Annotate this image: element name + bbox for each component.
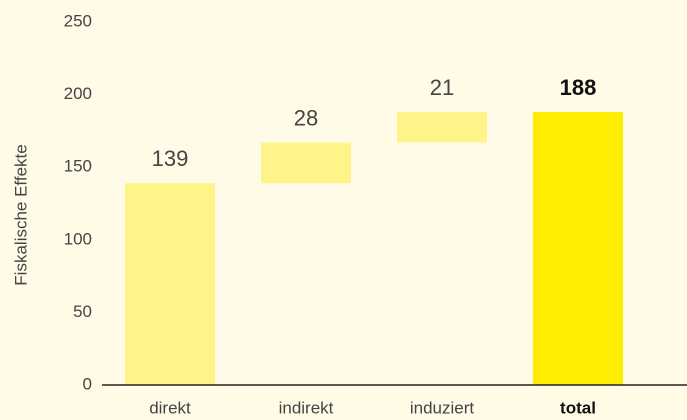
- bar: [397, 112, 487, 143]
- value-label: 188: [560, 75, 597, 100]
- value-label: 28: [294, 105, 318, 130]
- y-tick-label: 50: [73, 302, 92, 321]
- bar: [125, 183, 215, 385]
- y-axis-label: Fiskalische Effekte: [11, 144, 30, 285]
- bar: [533, 112, 623, 386]
- y-tick-label: 0: [83, 374, 92, 393]
- y-tick-label: 100: [64, 229, 92, 248]
- y-tick-label: 200: [64, 84, 92, 103]
- x-tick-label: total: [560, 398, 596, 417]
- x-tick-label: indirekt: [279, 398, 334, 417]
- y-tick-label: 150: [64, 157, 92, 176]
- y-tick-label: 250: [64, 11, 92, 30]
- value-label: 21: [430, 75, 454, 100]
- x-tick-label: induziert: [410, 398, 475, 417]
- bar: [261, 142, 351, 184]
- x-tick-label: direkt: [149, 398, 191, 417]
- value-label: 139: [152, 146, 189, 171]
